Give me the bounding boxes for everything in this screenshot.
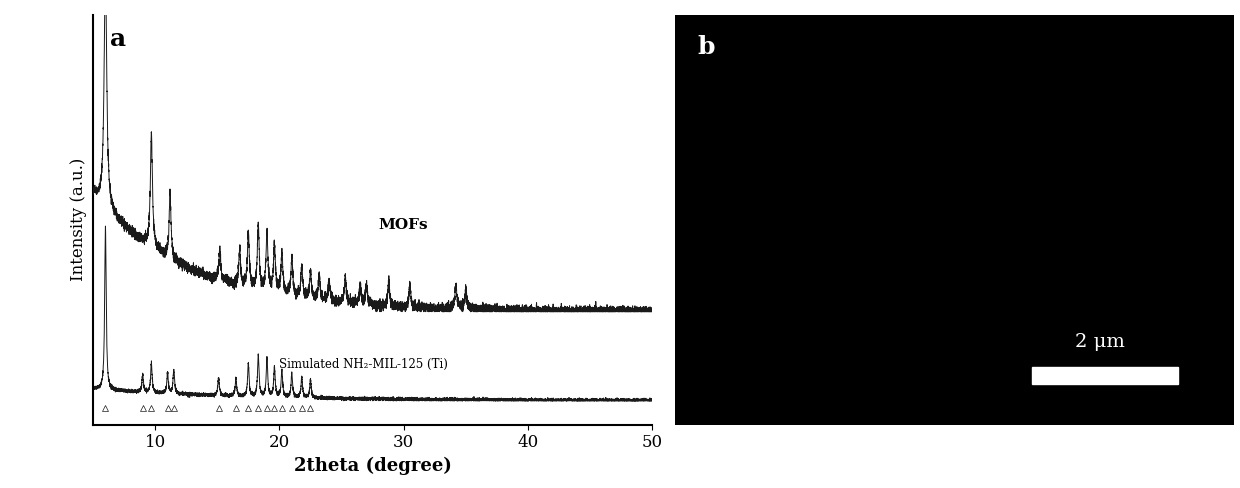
Bar <box>1033 367 1178 384</box>
Text: 2 μm: 2 μm <box>1075 333 1125 351</box>
Text: MOFs: MOFs <box>379 218 429 231</box>
Text: Simulated NH₂-MIL-125 (Ti): Simulated NH₂-MIL-125 (Ti) <box>279 358 449 371</box>
Text: a: a <box>110 27 126 51</box>
Y-axis label: Intensity (a.u.): Intensity (a.u.) <box>71 158 88 281</box>
Text: b: b <box>697 35 714 59</box>
X-axis label: 2theta (degree): 2theta (degree) <box>294 457 451 475</box>
